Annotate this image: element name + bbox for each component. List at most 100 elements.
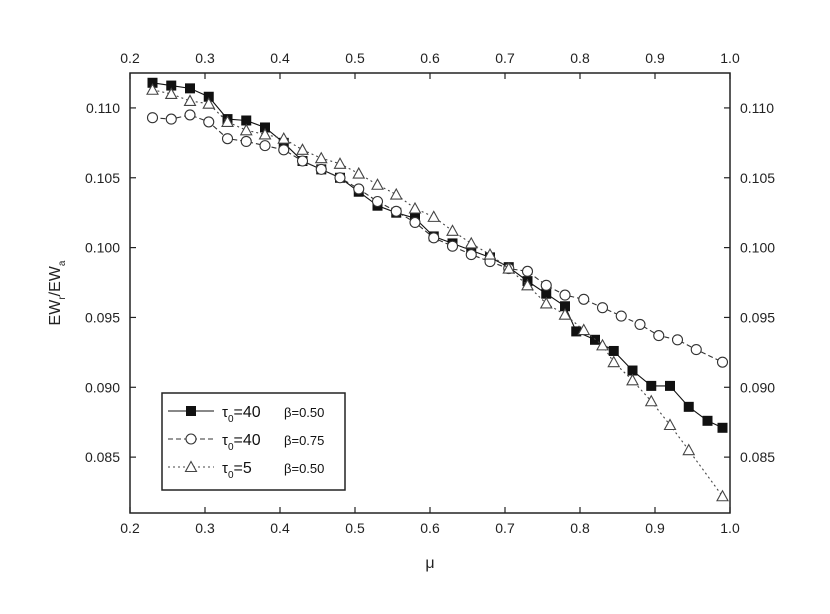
legend-label-3: τ0=5	[222, 460, 252, 481]
series-1-point	[717, 422, 728, 433]
series-3-point	[314, 151, 328, 164]
legend-beta-3: β=0.50	[284, 461, 324, 476]
legend-label-1: τ0=40	[222, 404, 261, 425]
series-2-point	[596, 302, 609, 314]
legend-value: =5	[234, 460, 252, 477]
x-tick-label-top: 0.5	[345, 50, 365, 66]
series-2-point	[716, 356, 729, 368]
series-3-point	[464, 236, 478, 249]
x-tick-label-top: 1.0	[720, 50, 740, 66]
legend-sub: 0	[228, 470, 234, 481]
legend-beta-2: β=0.75	[284, 433, 324, 448]
series-3-point	[539, 296, 553, 309]
y-tick-label-left: 0.110	[86, 100, 120, 116]
y-tick-label-right: 0.090	[740, 379, 775, 395]
series-2-point	[371, 195, 384, 208]
series-2-point	[240, 135, 252, 147]
series-3-point	[446, 224, 459, 236]
legend-value: =40	[234, 432, 261, 449]
series-3-point	[558, 308, 572, 320]
series-3-point	[183, 94, 197, 106]
series-3-point	[483, 247, 497, 260]
series-3-point	[521, 278, 534, 291]
y-tick-label-left: 0.085	[85, 449, 120, 465]
series-3-point	[221, 115, 234, 127]
series-3-point	[577, 323, 591, 336]
series-3-point	[682, 443, 696, 456]
x-tick-label-top: 0.7	[495, 50, 515, 66]
series-2-point	[165, 113, 177, 125]
x-tick-label-bottom: 0.6	[420, 520, 440, 536]
y-tick-label-left: 0.105	[85, 170, 120, 186]
legend-sub: 0	[228, 442, 234, 453]
legend-marker-1	[186, 406, 196, 416]
series-1	[147, 77, 728, 433]
y-tick-label-left: 0.090	[85, 379, 120, 395]
legend-marker-3	[184, 460, 198, 473]
series-3-point	[277, 132, 291, 144]
x-tick-label-top: 0.3	[195, 50, 215, 66]
series-3-point	[164, 87, 178, 100]
x-tick-label-bottom: 0.9	[645, 520, 665, 536]
series-2-point	[559, 289, 571, 301]
series-2-point	[146, 112, 159, 124]
legend-marker-2	[185, 433, 197, 445]
series-2-point	[465, 249, 477, 261]
x-tick-label-top: 0.2	[120, 50, 140, 66]
y-tick-label-right: 0.105	[740, 170, 775, 186]
y-tick-label-right: 0.085	[740, 449, 775, 465]
series-2-point	[259, 140, 271, 152]
y-axis-label-group: EWr/EWa	[47, 260, 68, 325]
x-tick-label-top: 0.8	[570, 50, 590, 66]
series-1-point	[185, 83, 195, 94]
series-1-point	[608, 345, 619, 356]
series-2-point	[184, 109, 196, 121]
series-2-point	[203, 116, 215, 128]
y-tick-label-right: 0.095	[740, 309, 775, 325]
legend-sub: 0	[228, 414, 234, 425]
series-3-point	[202, 97, 216, 109]
series-1-point	[665, 380, 675, 391]
series-3-point	[239, 123, 253, 136]
y-tick-label-left: 0.100	[85, 240, 120, 256]
legend-label-2: τ0=40	[222, 432, 261, 453]
series-2-point	[671, 334, 684, 346]
series-2-point	[221, 133, 234, 145]
series-2-point	[521, 265, 534, 277]
legend-beta-1: β=0.50	[284, 405, 324, 420]
series-3-point	[146, 83, 159, 95]
series-3-point	[258, 127, 272, 140]
series-3-point	[408, 201, 422, 214]
series-2-point	[540, 279, 552, 291]
series-3-point	[644, 394, 658, 407]
series-2-point	[615, 310, 627, 322]
series-2-point	[353, 183, 365, 195]
series-1-point	[683, 401, 694, 412]
x-tick-label-top: 0.4	[270, 50, 290, 66]
series-3-point	[296, 143, 309, 155]
series-2-point	[278, 144, 290, 156]
x-axis-label: μ	[425, 555, 434, 572]
y-tick-label-right: 0.100	[740, 240, 775, 256]
series-3-point	[626, 373, 639, 386]
y-tick-label-left: 0.095	[85, 309, 120, 325]
x-tick-label-bottom: 0.2	[120, 520, 140, 536]
x-tick-label-top: 0.9	[645, 50, 665, 66]
x-tick-label-bottom: 0.4	[270, 520, 290, 536]
series-3-point	[596, 338, 609, 351]
series-1-point	[646, 380, 657, 391]
series-3-point	[389, 187, 403, 200]
series-3-point	[333, 157, 347, 169]
series-2-point	[428, 232, 440, 244]
series-2-point	[578, 293, 590, 305]
series-2-point	[334, 172, 346, 184]
y-axis-label-sub2: a	[57, 260, 68, 266]
series-3	[146, 83, 729, 502]
series-2-point	[390, 205, 402, 217]
x-tick-label-top: 0.6	[420, 50, 440, 66]
series-1-point	[702, 415, 713, 426]
series-2	[146, 109, 729, 368]
y-axis-label: EWr/EWa	[47, 260, 68, 325]
